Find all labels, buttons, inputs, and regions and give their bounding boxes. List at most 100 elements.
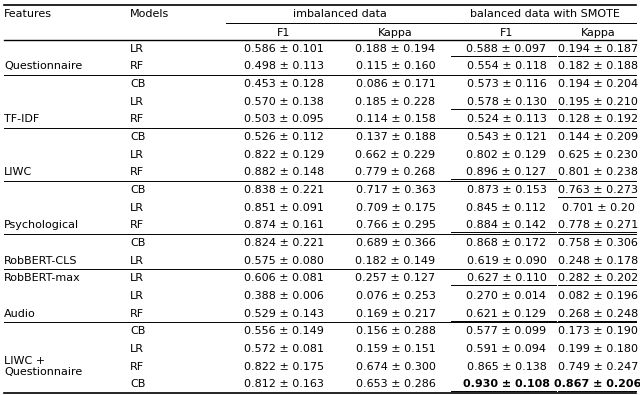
Text: 0.498 ± 0.113: 0.498 ± 0.113 bbox=[244, 62, 324, 71]
Text: 0.749 ± 0.247: 0.749 ± 0.247 bbox=[558, 361, 638, 372]
Text: 0.182 ± 0.149: 0.182 ± 0.149 bbox=[355, 256, 436, 265]
Text: 0.194 ± 0.187: 0.194 ± 0.187 bbox=[558, 44, 638, 54]
Text: 0.529 ± 0.143: 0.529 ± 0.143 bbox=[244, 308, 324, 319]
Text: LR: LR bbox=[130, 203, 144, 213]
Text: 0.572 ± 0.081: 0.572 ± 0.081 bbox=[244, 344, 324, 354]
Text: 0.778 ± 0.271: 0.778 ± 0.271 bbox=[558, 220, 638, 230]
Text: CB: CB bbox=[130, 326, 145, 336]
Text: 0.575 ± 0.080: 0.575 ± 0.080 bbox=[244, 256, 324, 265]
Text: RobBERT-CLS: RobBERT-CLS bbox=[4, 256, 77, 265]
Text: RF: RF bbox=[130, 167, 144, 177]
Text: 0.779 ± 0.268: 0.779 ± 0.268 bbox=[355, 167, 436, 177]
Text: RF: RF bbox=[130, 115, 144, 124]
Text: CB: CB bbox=[130, 79, 145, 89]
Text: 0.524 ± 0.113: 0.524 ± 0.113 bbox=[467, 115, 547, 124]
Text: CB: CB bbox=[130, 132, 145, 142]
Text: 0.248 ± 0.178: 0.248 ± 0.178 bbox=[558, 256, 638, 265]
Text: Kappa: Kappa bbox=[580, 28, 616, 38]
Text: LR: LR bbox=[130, 97, 144, 107]
Text: 0.082 ± 0.196: 0.082 ± 0.196 bbox=[558, 291, 638, 301]
Text: 0.873 ± 0.153: 0.873 ± 0.153 bbox=[467, 185, 547, 195]
Text: 0.188 ± 0.194: 0.188 ± 0.194 bbox=[355, 44, 436, 54]
Text: 0.662 ± 0.229: 0.662 ± 0.229 bbox=[355, 150, 436, 160]
Text: Kappa: Kappa bbox=[378, 28, 413, 38]
Text: 0.169 ± 0.217: 0.169 ± 0.217 bbox=[355, 308, 435, 319]
Text: imbalanced data: imbalanced data bbox=[292, 9, 387, 19]
Text: TF-IDF: TF-IDF bbox=[4, 115, 39, 124]
Text: 0.526 ± 0.112: 0.526 ± 0.112 bbox=[244, 132, 324, 142]
Text: 0.453 ± 0.128: 0.453 ± 0.128 bbox=[244, 79, 324, 89]
Text: RF: RF bbox=[130, 308, 144, 319]
Text: balanced data with SMOTE: balanced data with SMOTE bbox=[470, 9, 620, 19]
Text: 0.578 ± 0.130: 0.578 ± 0.130 bbox=[467, 97, 547, 107]
Text: 0.896 ± 0.127: 0.896 ± 0.127 bbox=[467, 167, 547, 177]
Text: 0.625 ± 0.230: 0.625 ± 0.230 bbox=[558, 150, 638, 160]
Text: LIWC +
Questionnaire: LIWC + Questionnaire bbox=[4, 356, 83, 377]
Text: LR: LR bbox=[130, 150, 144, 160]
Text: F1: F1 bbox=[500, 28, 513, 38]
Text: Audio: Audio bbox=[4, 308, 36, 319]
Text: 0.868 ± 0.172: 0.868 ± 0.172 bbox=[467, 238, 547, 248]
Text: 0.621 ± 0.129: 0.621 ± 0.129 bbox=[467, 308, 547, 319]
Text: 0.156 ± 0.288: 0.156 ± 0.288 bbox=[355, 326, 435, 336]
Text: 0.185 ± 0.228: 0.185 ± 0.228 bbox=[355, 97, 436, 107]
Text: 0.867 ± 0.206: 0.867 ± 0.206 bbox=[554, 379, 640, 389]
Text: 0.674 ± 0.300: 0.674 ± 0.300 bbox=[356, 361, 435, 372]
Text: RF: RF bbox=[130, 62, 144, 71]
Text: 0.556 ± 0.149: 0.556 ± 0.149 bbox=[244, 326, 324, 336]
Text: Models: Models bbox=[130, 9, 169, 19]
Text: 0.709 ± 0.175: 0.709 ± 0.175 bbox=[355, 203, 435, 213]
Text: 0.137 ± 0.188: 0.137 ± 0.188 bbox=[355, 132, 435, 142]
Text: 0.766 ± 0.295: 0.766 ± 0.295 bbox=[355, 220, 435, 230]
Text: 0.717 ± 0.363: 0.717 ± 0.363 bbox=[356, 185, 435, 195]
Text: CB: CB bbox=[130, 185, 145, 195]
Text: 0.838 ± 0.221: 0.838 ± 0.221 bbox=[244, 185, 324, 195]
Text: 0.884 ± 0.142: 0.884 ± 0.142 bbox=[467, 220, 547, 230]
Text: 0.812 ± 0.163: 0.812 ± 0.163 bbox=[244, 379, 324, 389]
Text: 0.543 ± 0.121: 0.543 ± 0.121 bbox=[467, 132, 547, 142]
Text: 0.159 ± 0.151: 0.159 ± 0.151 bbox=[356, 344, 435, 354]
Text: 0.865 ± 0.138: 0.865 ± 0.138 bbox=[467, 361, 547, 372]
Text: 0.653 ± 0.286: 0.653 ± 0.286 bbox=[356, 379, 435, 389]
Text: 0.115 ± 0.160: 0.115 ± 0.160 bbox=[356, 62, 435, 71]
Text: 0.701 ± 0.20: 0.701 ± 0.20 bbox=[561, 203, 634, 213]
Text: 0.802 ± 0.129: 0.802 ± 0.129 bbox=[467, 150, 547, 160]
Text: RobBERT-max: RobBERT-max bbox=[4, 273, 81, 283]
Text: 0.758 ± 0.306: 0.758 ± 0.306 bbox=[558, 238, 638, 248]
Text: 0.882 ± 0.148: 0.882 ± 0.148 bbox=[244, 167, 324, 177]
Text: 0.573 ± 0.116: 0.573 ± 0.116 bbox=[467, 79, 547, 89]
Text: LIWC: LIWC bbox=[4, 167, 32, 177]
Text: RF: RF bbox=[130, 361, 144, 372]
Text: 0.128 ± 0.192: 0.128 ± 0.192 bbox=[558, 115, 638, 124]
Text: 0.591 ± 0.094: 0.591 ± 0.094 bbox=[467, 344, 547, 354]
Text: LR: LR bbox=[130, 344, 144, 354]
Text: 0.282 ± 0.202: 0.282 ± 0.202 bbox=[558, 273, 638, 283]
Text: 0.627 ± 0.110: 0.627 ± 0.110 bbox=[467, 273, 547, 283]
Text: 0.845 ± 0.112: 0.845 ± 0.112 bbox=[467, 203, 547, 213]
Text: 0.554 ± 0.118: 0.554 ± 0.118 bbox=[467, 62, 547, 71]
Text: 0.763 ± 0.273: 0.763 ± 0.273 bbox=[558, 185, 638, 195]
Text: 0.822 ± 0.175: 0.822 ± 0.175 bbox=[244, 361, 324, 372]
Text: LR: LR bbox=[130, 291, 144, 301]
Text: 0.851 ± 0.091: 0.851 ± 0.091 bbox=[244, 203, 324, 213]
Text: 0.577 ± 0.099: 0.577 ± 0.099 bbox=[467, 326, 547, 336]
Text: 0.689 ± 0.366: 0.689 ± 0.366 bbox=[356, 238, 435, 248]
Text: 0.114 ± 0.158: 0.114 ± 0.158 bbox=[356, 115, 435, 124]
Text: 0.874 ± 0.161: 0.874 ± 0.161 bbox=[244, 220, 324, 230]
Text: 0.586 ± 0.101: 0.586 ± 0.101 bbox=[244, 44, 324, 54]
Text: Features: Features bbox=[4, 9, 52, 19]
Text: Questionnaire: Questionnaire bbox=[4, 62, 83, 71]
Text: LR: LR bbox=[130, 256, 144, 265]
Text: 0.388 ± 0.006: 0.388 ± 0.006 bbox=[244, 291, 324, 301]
Text: 0.822 ± 0.129: 0.822 ± 0.129 bbox=[244, 150, 324, 160]
Text: 0.930 ± 0.108: 0.930 ± 0.108 bbox=[463, 379, 550, 389]
Text: 0.619 ± 0.090: 0.619 ± 0.090 bbox=[467, 256, 547, 265]
Text: 0.257 ± 0.127: 0.257 ± 0.127 bbox=[355, 273, 436, 283]
Text: 0.182 ± 0.188: 0.182 ± 0.188 bbox=[558, 62, 638, 71]
Text: 0.270 ± 0.014: 0.270 ± 0.014 bbox=[467, 291, 547, 301]
Text: LR: LR bbox=[130, 44, 144, 54]
Text: 0.195 ± 0.210: 0.195 ± 0.210 bbox=[558, 97, 638, 107]
Text: 0.801 ± 0.238: 0.801 ± 0.238 bbox=[558, 167, 638, 177]
Text: 0.076 ± 0.253: 0.076 ± 0.253 bbox=[356, 291, 435, 301]
Text: 0.086 ± 0.171: 0.086 ± 0.171 bbox=[356, 79, 435, 89]
